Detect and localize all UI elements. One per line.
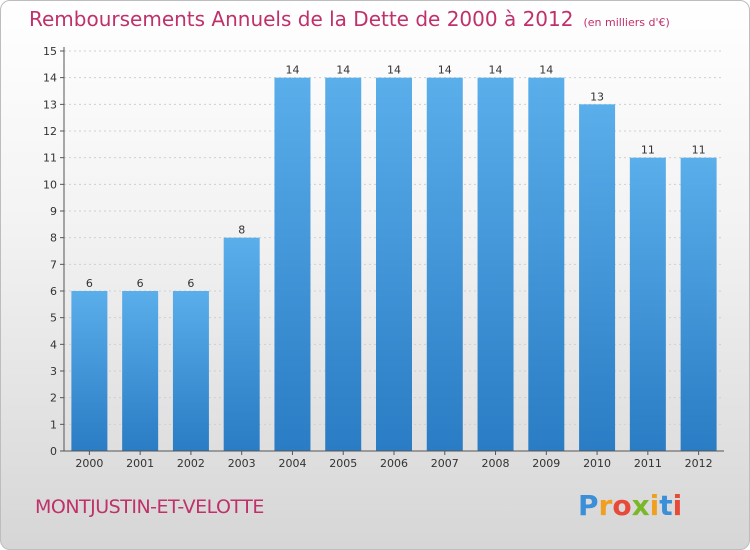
x-tick-label: 2007	[431, 457, 459, 470]
y-tick-label: 13	[43, 98, 57, 111]
y-tick-label: 8	[50, 232, 57, 245]
logo-letter: o	[612, 489, 632, 522]
bar	[528, 77, 565, 452]
logo-letter: x	[631, 489, 650, 522]
y-tick-label: 5	[50, 312, 57, 325]
bar-value-label: 14	[387, 64, 401, 77]
x-tick-label: 2011	[634, 457, 662, 470]
bar	[71, 291, 108, 451]
bar-value-label: 14	[336, 64, 350, 77]
x-tick-label: 2000	[75, 457, 103, 470]
bar-value-label: 6	[86, 277, 93, 290]
x-tick-label: 2005	[329, 457, 357, 470]
bar	[325, 77, 362, 452]
y-tick-label: 0	[50, 445, 57, 458]
logo-letter: t	[659, 489, 673, 522]
y-tick-label: 2	[50, 392, 57, 405]
chart-unit: (en milliers d'€)	[583, 16, 670, 29]
x-tick-label: 2006	[380, 457, 408, 470]
chart-title-text: Remboursements Annuels de la Dette de 20…	[29, 7, 574, 31]
y-tick-label: 6	[50, 285, 57, 298]
bar	[426, 77, 463, 452]
y-tick-label: 15	[43, 45, 57, 58]
x-tick-label: 2009	[532, 457, 560, 470]
bar-value-label: 14	[438, 64, 452, 77]
bar-value-label: 11	[641, 144, 655, 157]
y-tick-label: 12	[43, 125, 57, 138]
commune-name: MONTJUSTIN-ET-VELOTTE	[35, 496, 264, 518]
x-tick-label: 2001	[126, 457, 154, 470]
y-tick-label: 10	[43, 178, 57, 191]
bar-value-label: 6	[187, 277, 194, 290]
bar	[172, 291, 209, 451]
bar	[376, 77, 412, 452]
bar-value-label: 14	[539, 64, 553, 77]
bar-value-label: 13	[590, 90, 604, 103]
x-tick-label: 2010	[583, 457, 611, 470]
x-tick-label: 2012	[685, 457, 713, 470]
y-tick-label: 1	[50, 418, 57, 431]
bar	[122, 291, 159, 451]
bar	[223, 237, 260, 451]
logo-letter: i	[672, 489, 683, 522]
labels: 0123456789101112131415620006200162002820…	[43, 45, 713, 470]
bar	[477, 77, 514, 452]
axes	[60, 47, 724, 455]
bar-value-label: 14	[285, 64, 299, 77]
bar-value-label: 11	[692, 144, 706, 157]
y-tick-label: 14	[43, 72, 57, 85]
bar-value-label: 14	[489, 64, 503, 77]
bar	[579, 104, 616, 451]
y-tick-label: 7	[50, 258, 57, 271]
bar-value-label: 8	[238, 224, 245, 237]
logo-letter: i	[649, 489, 660, 522]
y-tick-label: 4	[50, 338, 57, 351]
bar-value-label: 6	[137, 277, 144, 290]
x-tick-label: 2003	[228, 457, 256, 470]
chart-title: Remboursements Annuels de la Dette de 20…	[29, 7, 670, 31]
x-tick-label: 2002	[177, 457, 205, 470]
bar	[680, 157, 717, 451]
y-tick-label: 11	[43, 152, 57, 165]
y-tick-label: 3	[50, 365, 57, 378]
proxiti-logo: Proxiti	[578, 489, 682, 522]
bar	[629, 157, 666, 451]
logo-letter: r	[598, 489, 613, 522]
x-tick-label: 2008	[482, 457, 510, 470]
bar	[274, 77, 311, 452]
y-tick-label: 9	[50, 205, 57, 218]
x-tick-label: 2004	[278, 457, 306, 470]
bars	[71, 77, 717, 452]
logo-letter: P	[578, 489, 599, 522]
